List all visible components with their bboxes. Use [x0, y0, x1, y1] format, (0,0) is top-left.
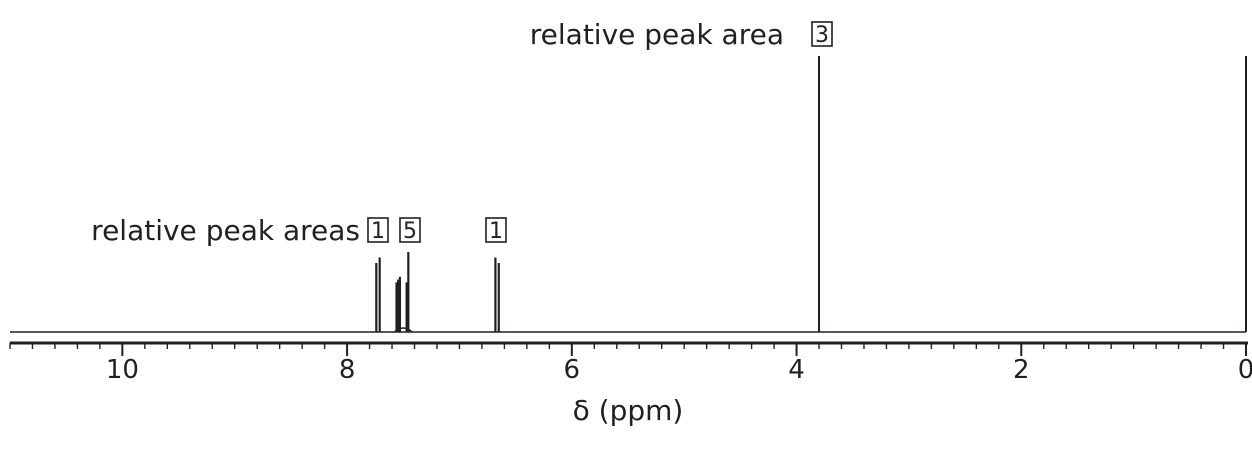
annotation-label: relative peak area	[530, 18, 784, 51]
area-value: 1	[489, 219, 503, 244]
x-tick-label: 0	[1238, 355, 1252, 385]
area-value: 1	[371, 219, 385, 244]
area-value: 5	[403, 219, 417, 244]
x-tick-label: 8	[339, 355, 356, 385]
x-axis-label: δ (ppm)	[573, 394, 684, 427]
spectrum-peaks	[375, 56, 1247, 333]
x-axis-tick-labels: 10 8 6 4 2 0	[106, 355, 1252, 385]
x-axis-ticks	[9, 343, 1247, 356]
annotation-label: relative peak areas	[91, 214, 360, 247]
area-box	[485, 217, 507, 243]
x-tick-label: 2	[1013, 355, 1030, 385]
area-box	[399, 217, 421, 243]
area-value: 3	[815, 23, 829, 48]
x-tick-label: 6	[564, 355, 581, 385]
x-tick-label: 10	[106, 355, 139, 385]
area-box	[367, 217, 389, 243]
area-box	[811, 21, 833, 47]
x-tick-label: 4	[788, 355, 805, 385]
